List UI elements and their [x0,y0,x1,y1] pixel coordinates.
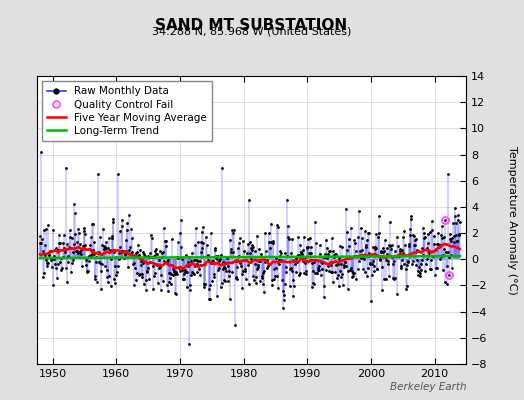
Text: SAND MT SUBSTATION: SAND MT SUBSTATION [156,18,347,33]
Y-axis label: Temperature Anomaly (°C): Temperature Anomaly (°C) [507,146,517,294]
Text: 34.288 N, 85.968 W (United States): 34.288 N, 85.968 W (United States) [152,26,351,36]
Text: Berkeley Earth: Berkeley Earth [390,382,466,392]
Legend: Raw Monthly Data, Quality Control Fail, Five Year Moving Average, Long-Term Tren: Raw Monthly Data, Quality Control Fail, … [42,81,212,141]
